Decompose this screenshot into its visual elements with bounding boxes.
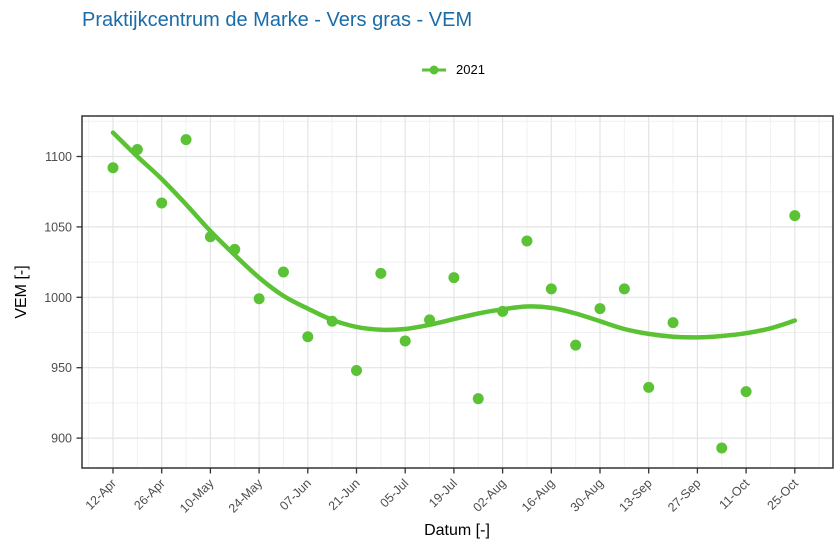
data-point [253,293,265,305]
data-points [107,134,801,454]
x-tick-label: 24-May [226,476,266,516]
legend-label: 2021 [456,62,485,77]
data-point [107,162,119,174]
x-tick-label: 26-Apr [131,476,167,512]
x-tick-label: 11-Oct [716,476,752,512]
data-point [545,283,557,295]
data-point [277,266,289,278]
data-point [789,210,801,222]
data-point [618,283,630,295]
y-tick-label: 900 [51,432,72,446]
y-tick-label: 1050 [44,220,72,234]
x-tick-label: 30-Aug [568,476,606,514]
data-point [131,143,143,155]
x-tick-label: 21-Jun [326,476,363,513]
data-point [643,381,655,393]
y-tick-label: 1000 [44,291,72,305]
legend: 2021 [421,62,485,77]
data-point [204,231,216,243]
data-point [229,243,241,255]
grid-minor [82,116,833,468]
data-point [326,315,338,327]
data-point [156,197,168,209]
y-tick-label: 950 [51,361,72,375]
data-point [351,365,362,377]
data-point [302,331,314,343]
x-tick-label: 25-Oct [764,476,801,513]
data-point [424,314,436,326]
x-tick-label: 19-Jul [426,476,460,510]
data-point [667,317,679,329]
x-tick-label: 05-Jul [377,476,411,510]
data-point [448,272,460,284]
x-tick-label: 27-Sep [665,476,703,514]
panel-border [81,115,834,469]
data-point [521,235,533,247]
x-tick-label: 12-Apr [83,476,119,512]
data-point [399,335,411,347]
smooth-trend-line [110,130,798,340]
x-tick-label: 07-Jun [277,476,314,513]
data-point [497,305,509,317]
data-point [180,134,192,146]
data-point [570,339,582,351]
x-axis-title: Datum [-] [424,522,490,539]
x-tick-label: 02-Aug [470,476,508,514]
x-tick-label: 13-Sep [616,476,654,514]
data-point [740,386,752,398]
chart-title: Praktijkcentrum de Marke - Vers gras - V… [82,9,473,31]
panel-background [82,116,833,468]
data-point [472,393,484,405]
grid-major [82,116,833,468]
data-point [375,267,387,279]
data-point [716,442,728,454]
x-tick-label: 10-May [177,476,217,516]
data-point [594,303,606,315]
x-tick-label: 16-Aug [519,476,557,514]
legend-key-icon [422,65,446,74]
y-tick-label: 1100 [45,150,72,164]
